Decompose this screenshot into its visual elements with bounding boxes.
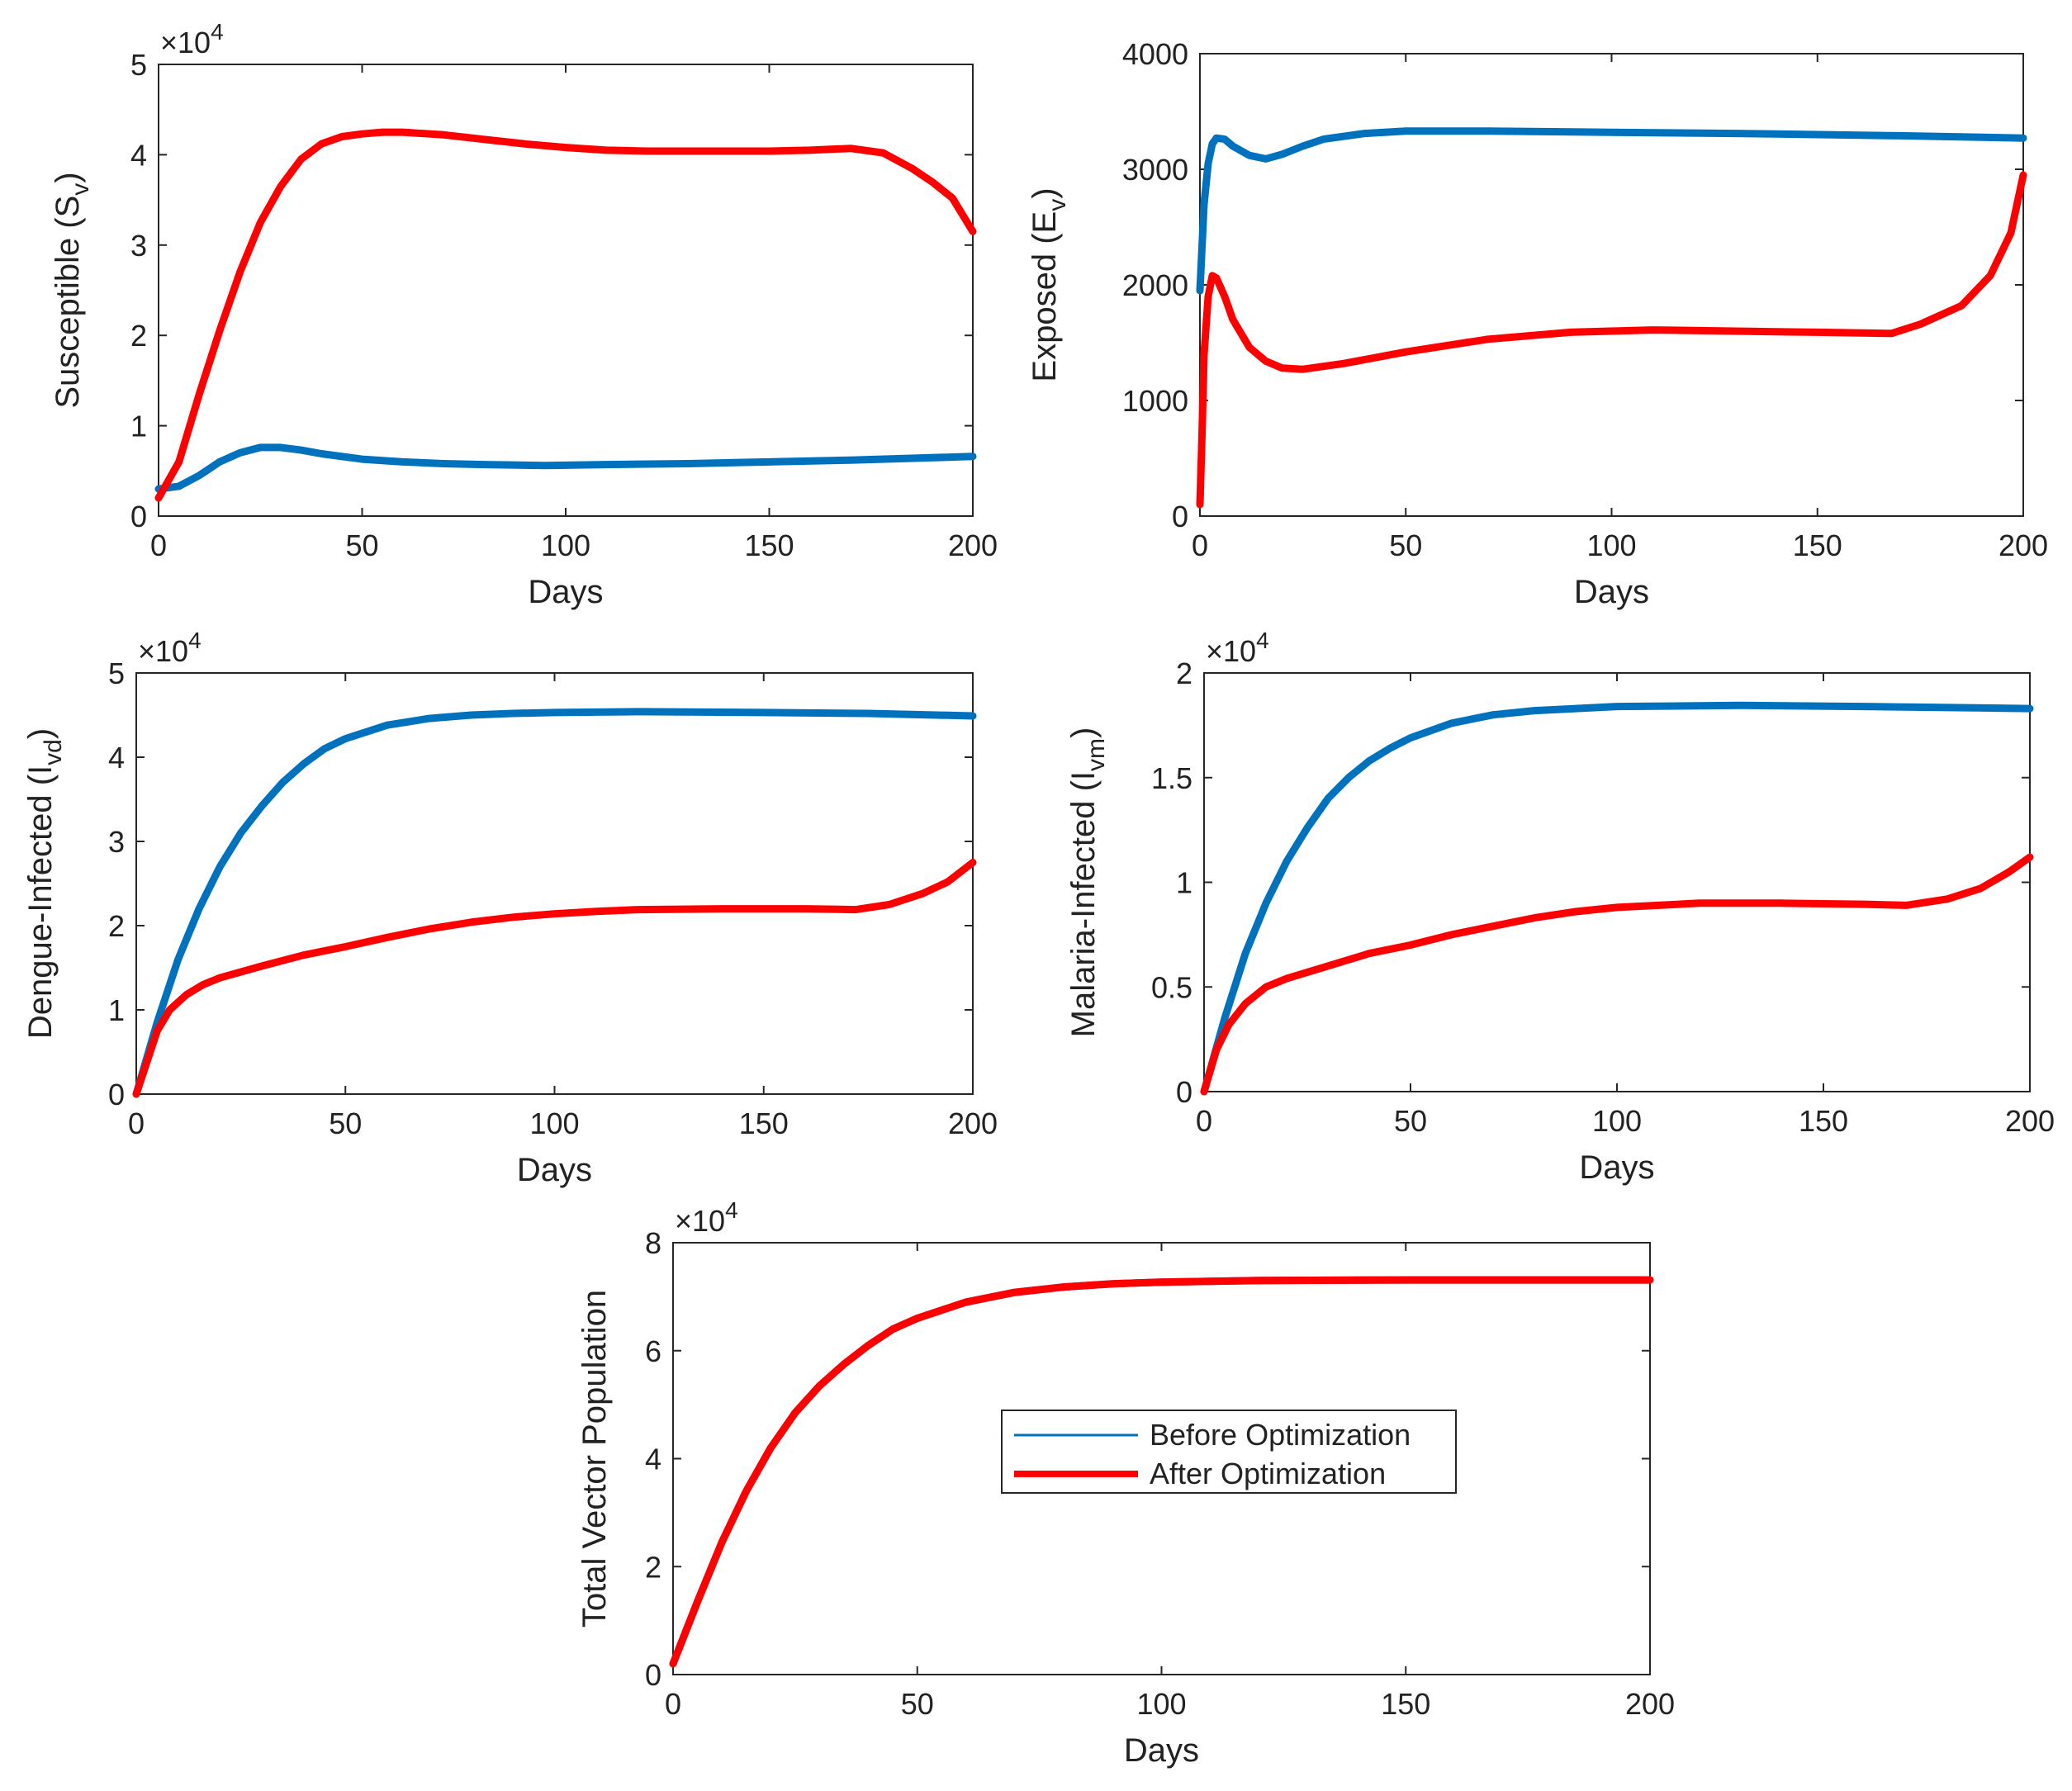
axis-multiplier: ×104 xyxy=(138,628,202,668)
y-tick-label: 2 xyxy=(130,319,147,353)
legend-label-after: After Optimization xyxy=(1150,1457,1386,1490)
x-tick-label: 150 xyxy=(1799,1104,1848,1138)
y-tick-label: 3 xyxy=(130,229,147,263)
x-tick-label: 50 xyxy=(1394,1104,1427,1138)
x-tick-label: 0 xyxy=(665,1687,681,1721)
y-tick-label: 5 xyxy=(130,48,147,82)
x-axis-label: Days xyxy=(1124,1732,1199,1769)
x-axis-label: Days xyxy=(1574,574,1649,610)
x-tick-label: 100 xyxy=(1586,528,1636,562)
y-axis-label: Dengue-Infected (Ivd) xyxy=(22,728,67,1039)
x-tick-label: 200 xyxy=(948,1106,998,1140)
plot-area-dengue xyxy=(135,672,974,1095)
x-tick-label: 50 xyxy=(345,528,378,562)
y-tick-label: 0 xyxy=(645,1658,661,1692)
x-axis-label: Days xyxy=(528,574,603,610)
y-axis-label: Malaria-Infected (Ivm) xyxy=(1065,727,1110,1038)
chart-panel-susceptible: 0 50 100 150 200 0 1 2 3 4 5 Days Susceptible (Sv) ×1… xyxy=(50,19,998,610)
y-tick-label: 0 xyxy=(108,1078,125,1111)
y-tick-label: 4 xyxy=(108,741,125,775)
x-tick-label: 0 xyxy=(1196,1104,1212,1138)
y-tick-label: 2 xyxy=(108,909,125,943)
x-tick-label: 200 xyxy=(2005,1104,2055,1138)
x-tick-label: 150 xyxy=(1793,528,1842,562)
x-tick-label: 100 xyxy=(541,528,590,562)
plot-area-susceptible xyxy=(158,64,974,517)
plot-area-exposed xyxy=(1199,53,2024,517)
series-line-before xyxy=(1196,127,2027,295)
y-axis-label: Exposed (Ev) xyxy=(1027,187,1071,381)
y-tick-label: 8 xyxy=(645,1226,661,1260)
y-tick-label: 1000 xyxy=(1122,384,1188,418)
series-line-after xyxy=(1200,853,2034,1096)
y-tick-label: 1.5 xyxy=(1151,761,1192,795)
x-tick-label: 100 xyxy=(1136,1687,1186,1721)
x-tick-label: 0 xyxy=(128,1106,145,1140)
series-line-before xyxy=(1200,701,2034,1096)
series-line-before xyxy=(154,443,977,493)
x-tick-label: 100 xyxy=(1592,1104,1642,1138)
x-tick-label: 50 xyxy=(1389,528,1422,562)
series-line-after xyxy=(1196,171,2027,509)
y-tick-label: 6 xyxy=(645,1334,661,1368)
plot-area-malaria xyxy=(1203,672,2031,1092)
x-tick-label: 150 xyxy=(1381,1687,1430,1721)
y-tick-label: 0 xyxy=(1176,1075,1192,1109)
x-axis-label: Days xyxy=(517,1152,592,1188)
y-tick-label: 0 xyxy=(1172,500,1188,533)
axis-multiplier: ×104 xyxy=(1206,628,1269,668)
y-tick-label: 5 xyxy=(108,656,125,690)
y-axis-label: Total Vector Population xyxy=(576,1290,613,1628)
legend: Before Optimization After Optimization xyxy=(1001,1410,1457,1494)
x-axis-label: Days xyxy=(1579,1149,1654,1186)
x-tick-label: 0 xyxy=(150,528,167,562)
x-tick-label: 150 xyxy=(744,528,794,562)
y-tick-label: 1 xyxy=(130,410,147,443)
y-tick-label: 3000 xyxy=(1122,153,1188,187)
x-tick-label: 200 xyxy=(1625,1687,1675,1721)
chart-panel-dengue: 0 50 100 150 200 0 1 2 3 4 5 Days Dengue-Infected (I… xyxy=(22,628,998,1188)
x-tick-label: 100 xyxy=(529,1106,579,1140)
y-tick-label: 4000 xyxy=(1122,37,1188,71)
y-tick-label: 0 xyxy=(130,500,147,533)
legend-label-before: Before Optimization xyxy=(1150,1418,1411,1452)
chart-panel-exposed: 0 50 100 150 20001000200030004000DaysExposed… xyxy=(1027,37,2048,610)
series-line-after xyxy=(132,859,977,1098)
series-line-after xyxy=(154,128,977,502)
x-tick-label: 50 xyxy=(901,1687,934,1721)
y-tick-label: 2 xyxy=(645,1550,661,1584)
y-axis-label: Susceptible (Sv) xyxy=(50,172,94,408)
y-tick-label: 1 xyxy=(1176,866,1192,900)
legend-box xyxy=(1001,1410,1457,1494)
series-line-after xyxy=(669,1276,1654,1668)
x-tick-label: 0 xyxy=(1192,528,1208,562)
x-tick-label: 200 xyxy=(1999,528,2048,562)
x-tick-label: 50 xyxy=(329,1106,362,1140)
y-tick-label: 2000 xyxy=(1122,268,1188,302)
axis-multiplier: ×104 xyxy=(675,1197,738,1238)
series-line-before xyxy=(132,708,977,1098)
y-tick-label: 1 xyxy=(108,993,125,1027)
y-tick-label: 4 xyxy=(130,138,147,172)
x-tick-label: 200 xyxy=(948,528,998,562)
x-tick-label: 150 xyxy=(739,1106,789,1140)
axis-multiplier: ×104 xyxy=(160,19,224,59)
y-tick-label: 0.5 xyxy=(1151,970,1192,1004)
y-tick-label: 4 xyxy=(645,1443,661,1476)
chart-panel-malaria: 0 50 100 150 200 0 0.5 1 1.5 2 Days Malaria-Infecte… xyxy=(1065,628,2055,1186)
y-tick-label: 3 xyxy=(108,825,125,859)
y-tick-label: 2 xyxy=(1176,656,1192,690)
